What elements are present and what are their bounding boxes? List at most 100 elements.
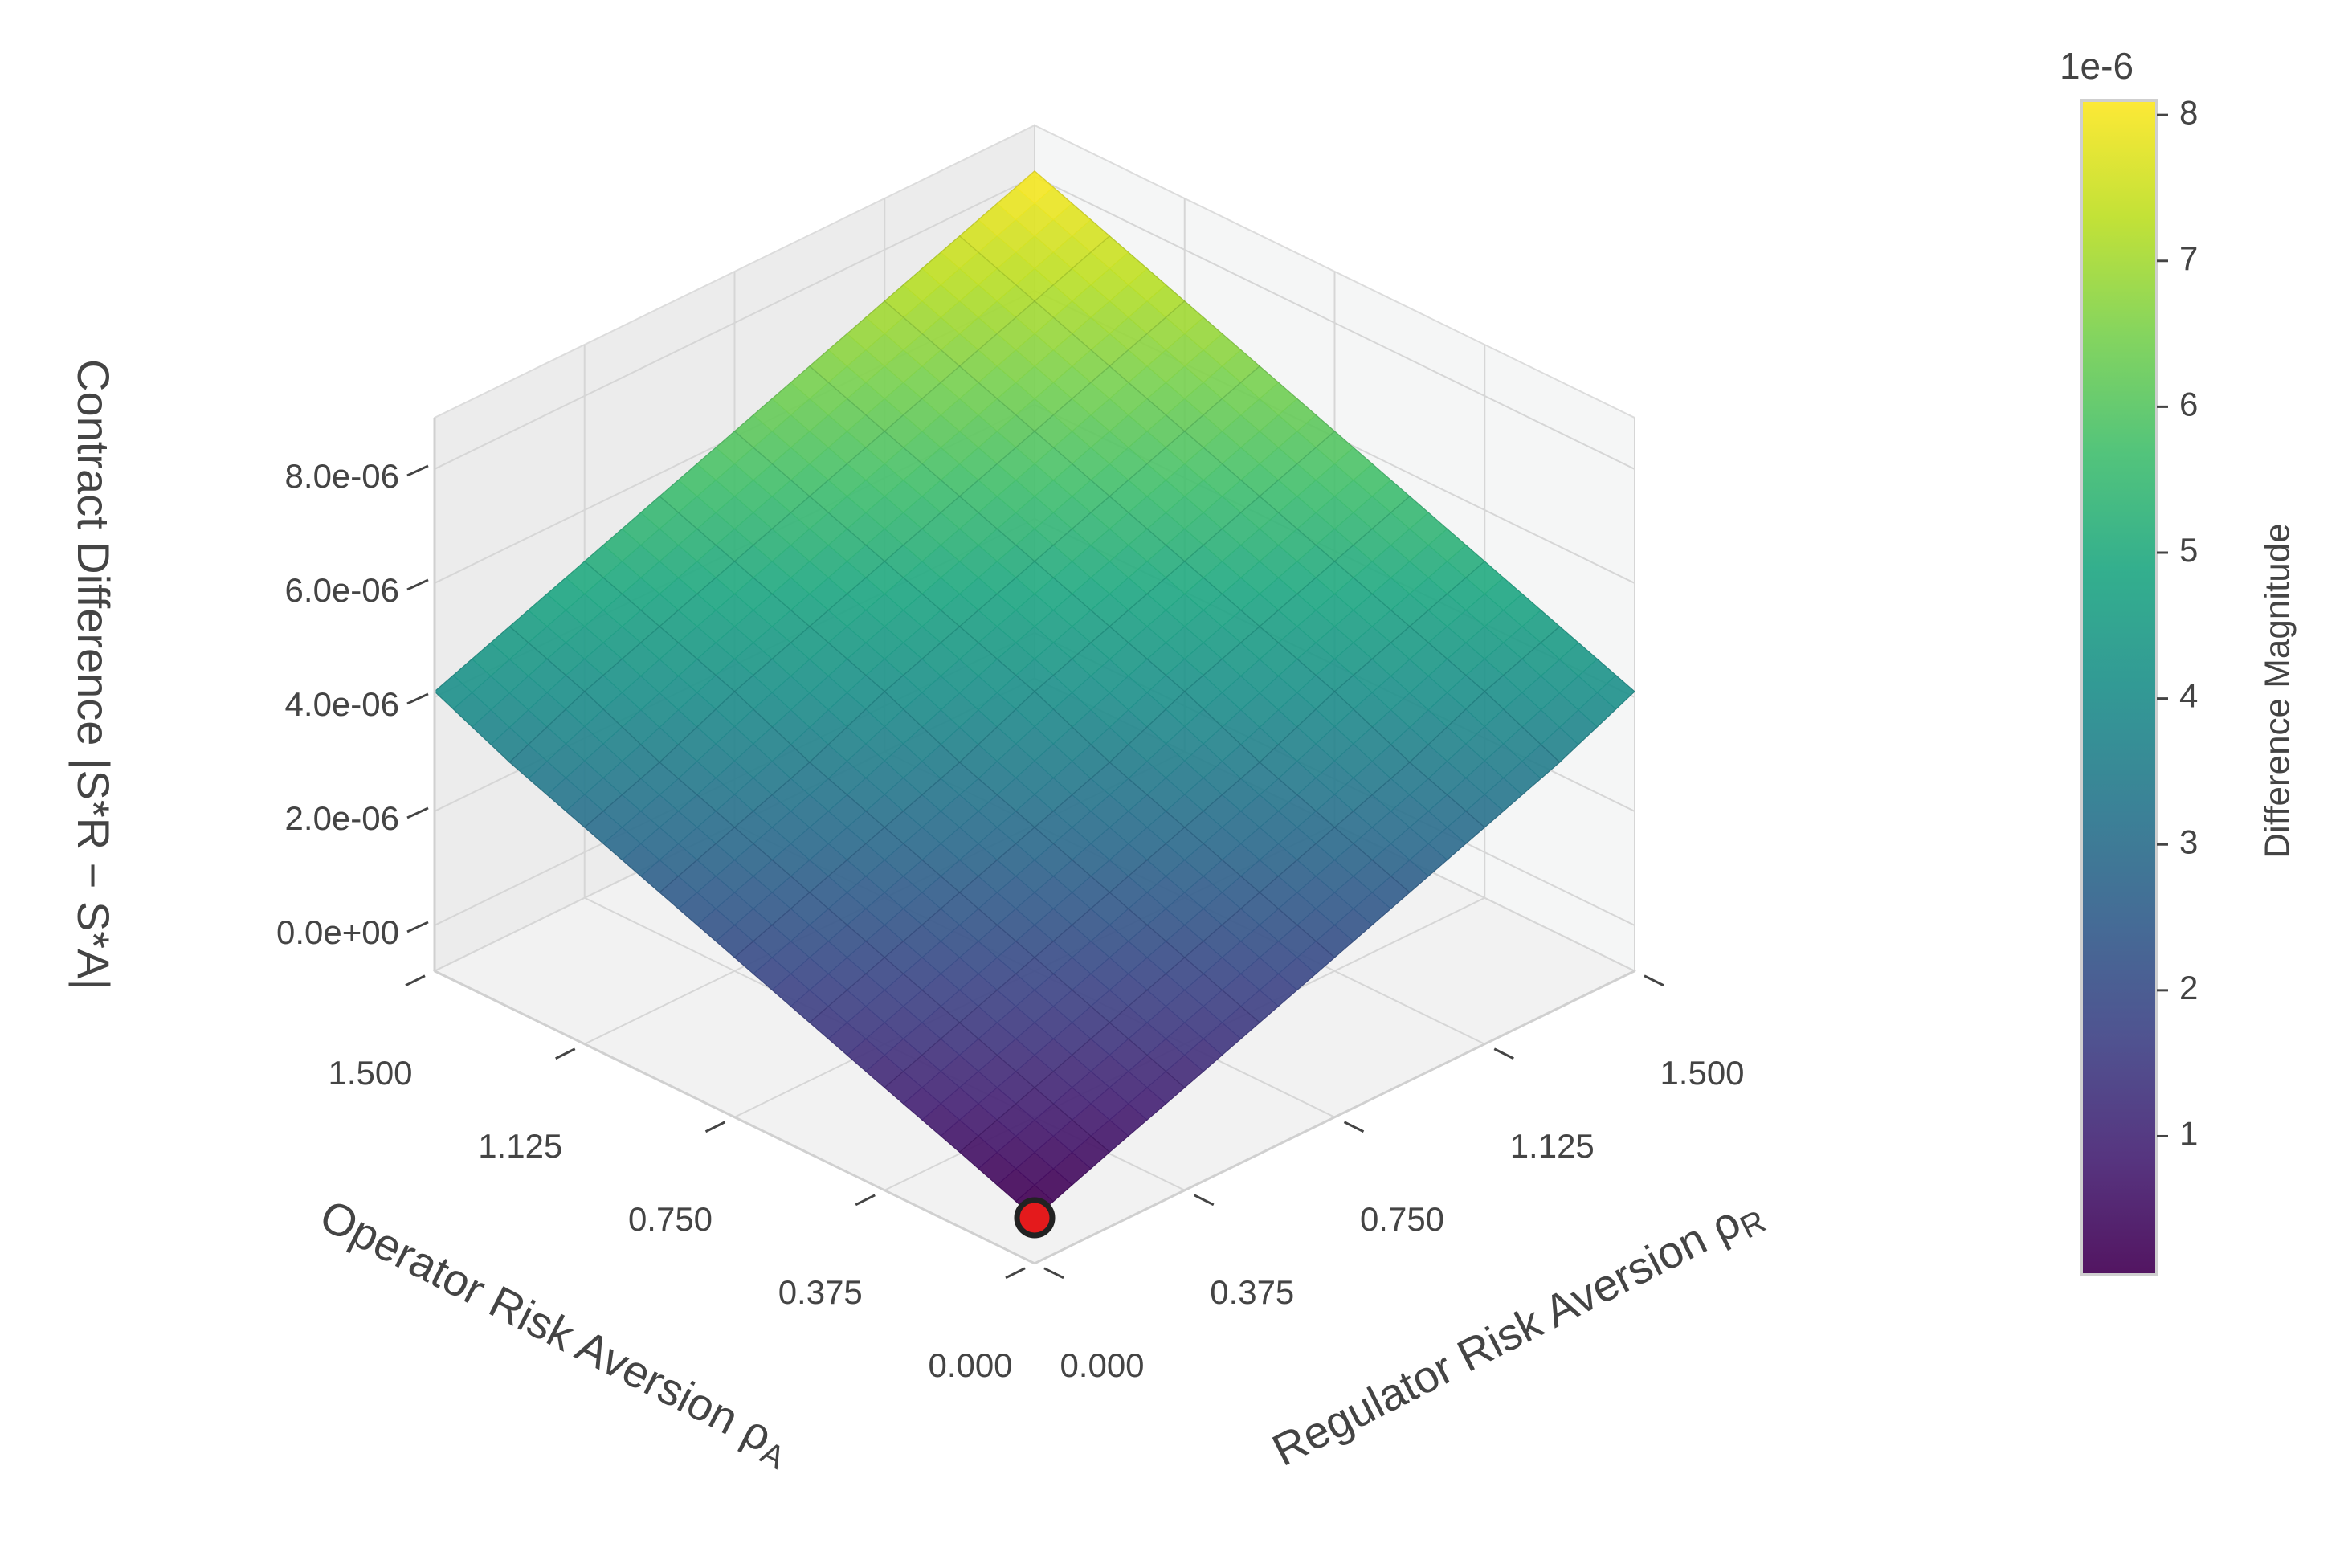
colorbar-tick-label: 7 [2179,239,2198,277]
colorbar-label: Difference Magnitude [2258,523,2297,858]
surface-facet [1015,827,1055,861]
colorbar-tick-label: 2 [2179,969,2198,1007]
surface-facet [940,892,979,926]
colorbar-tick-label: 3 [2179,823,2198,860]
surface-facet [1315,827,1354,861]
surface-facet [1090,365,1129,399]
surface-facet [1240,496,1280,529]
surface-facet [1240,892,1280,926]
surface-cell [659,827,811,958]
mesh-line [659,496,1260,1023]
surface-facet [790,762,829,796]
mesh-line [809,496,1411,1023]
y-tick [1005,1267,1026,1280]
y-tick [704,1121,726,1133]
surface-facet [1090,235,1129,269]
surface-cell [884,892,1035,1023]
colorbar-gradient [2080,99,2158,1276]
colorbar-tick-label: 5 [2179,531,2198,569]
surface-cell [1259,561,1411,692]
surface-cell [733,762,886,893]
mesh-line [434,170,1035,692]
mesh-line [659,365,1260,893]
surface-facet [1240,626,1280,660]
surface-facet [1165,561,1204,595]
colorbar-tick-label: 4 [2179,677,2198,715]
x-tick [1343,1121,1365,1133]
mesh-line [809,365,1411,893]
surface-facet [715,691,754,728]
surface-facet [790,365,829,399]
surface-cell [1034,365,1186,497]
highlight-point [1014,1197,1056,1239]
surface-cell [1333,626,1485,763]
y-tick-label: 1.500 [328,1054,412,1092]
x-tick [1194,1194,1215,1207]
y-tick [405,974,426,987]
surface-facet [1540,626,1579,660]
x-tick [1493,1047,1514,1060]
surface-facet [1390,762,1429,796]
z-tick [406,806,429,819]
surface-facet [1015,561,1055,595]
surface-facet [1090,762,1129,796]
surface-cell [584,626,736,763]
surface-facet [940,626,979,660]
surface-cell [1259,827,1411,958]
surface-facet [1090,626,1129,660]
surface-cell [1333,496,1486,627]
surface-facet [715,827,754,861]
surface-facet [1315,561,1354,595]
surface-facet [565,691,604,728]
mesh-line [884,300,1485,828]
y-axis-label: Operator Risk Aversion ρA [310,1189,800,1476]
surface-cell [1034,762,1186,893]
surface-cell [1184,626,1336,763]
z-tick-label: 8.0e-06 [285,457,399,495]
surface-facet [640,762,680,796]
mesh-line [1034,170,1635,692]
surface-cell [958,957,1111,1088]
surface-facet [940,235,979,269]
surface-facet [790,892,829,926]
y-tick-label: 0.375 [778,1273,863,1311]
mesh-line [508,626,1110,1153]
y-tick-label: 1.125 [478,1127,562,1165]
colorbar-offset: 1e-6 [2060,45,2134,87]
surface-facet [1015,957,1055,991]
surface-facet [1315,431,1354,464]
surface-facet [865,691,904,728]
mesh-line [734,431,1335,958]
surface-facet [865,561,904,595]
y-tick [555,1047,576,1060]
z-tick [406,692,429,705]
x-tick-label: 0.375 [1210,1273,1294,1311]
surface-cell [434,626,586,763]
surface-facet [640,496,680,529]
surface-facet [940,365,979,399]
surface-facet [865,300,904,334]
surface-facet [490,626,529,660]
surface-facet [865,957,904,991]
surface-facet [940,1022,979,1056]
surface-facet [640,626,680,660]
z-tick-label: 4.0e-06 [285,685,399,723]
surface-facet [1390,626,1429,660]
z-tick-label: 0.0e+00 [276,913,399,951]
surface-facet [940,496,979,529]
y-tick [855,1194,876,1207]
surface-cell [733,365,886,497]
surface-cell [733,626,885,763]
surface-facet [1015,300,1055,334]
surface-cell [1109,431,1260,562]
mesh-line [884,561,1485,1088]
z-tick [406,464,429,477]
surface-cell [1034,626,1186,763]
surface-facet [1090,496,1129,529]
surface-facet [1015,691,1055,728]
surface-cell [958,561,1111,692]
surface-facet [1015,170,1055,204]
surface-facet [865,431,904,464]
surface-cell [1109,827,1260,958]
surface-facet [1165,957,1204,991]
